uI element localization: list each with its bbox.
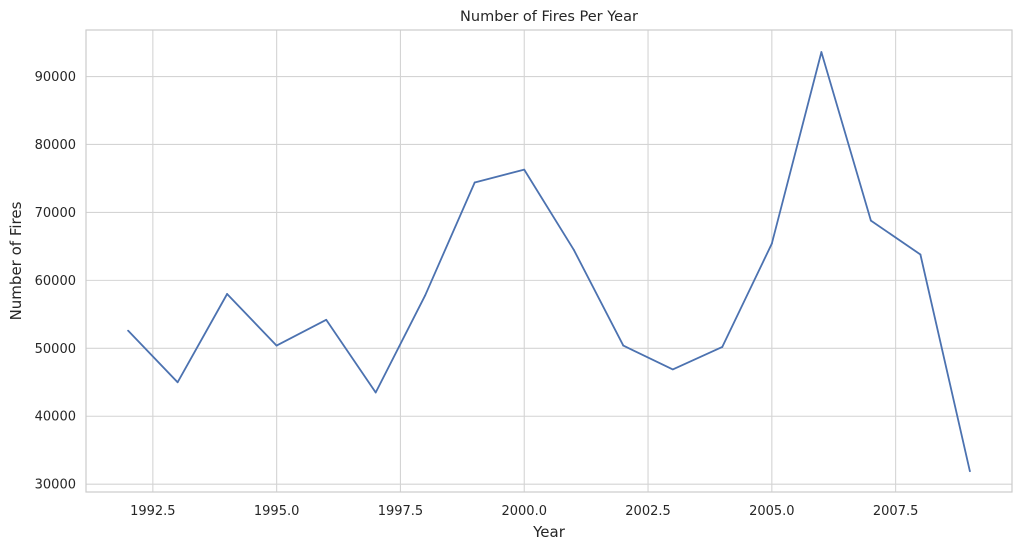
x-tick-label: 1992.5 (130, 504, 176, 519)
y-tick-label: 50000 (35, 342, 76, 357)
x-tick-label: 1997.5 (378, 504, 424, 519)
data-point (424, 294, 427, 297)
y-tick-label: 80000 (35, 138, 76, 153)
data-point (275, 344, 278, 347)
data-point (919, 253, 922, 256)
x-tick-label: 2007.5 (873, 504, 919, 519)
data-point (770, 242, 773, 245)
data-point (523, 168, 526, 171)
x-axis-label: Year (532, 523, 566, 541)
data-point (325, 318, 328, 321)
y-tick-label: 30000 (35, 478, 76, 493)
data-point (969, 470, 971, 473)
x-tick-labels: 1992.5 1995.0 1997.5 2000.0 2002.5 2005.0 2007… (130, 504, 918, 519)
x-tick-label: 1995.0 (254, 504, 300, 519)
series-line-fires (127, 51, 971, 472)
chart-title: Number of Fires Per Year (460, 9, 638, 25)
data-point (869, 219, 872, 222)
data-point (176, 381, 179, 384)
y-tick-label: 70000 (35, 206, 76, 221)
x-tick-label: 2005.0 (749, 504, 795, 519)
x-tick-label: 2002.5 (625, 504, 671, 519)
x-tick-label: 2000.0 (501, 504, 547, 519)
data-point (622, 344, 625, 347)
plot-frame (85, 29, 1013, 493)
data-point (226, 293, 229, 295)
data-point (671, 368, 674, 371)
data-point (820, 51, 823, 53)
data-point (127, 329, 129, 332)
data-point (572, 248, 575, 251)
y-axis-label: Number of Fires (7, 201, 25, 320)
data-point (721, 346, 724, 348)
grid-lines (86, 30, 1012, 492)
y-tick-labels: 30000 40000 50000 60000 70000 80000 90000 (35, 70, 76, 493)
data-point (473, 181, 476, 184)
data-points (127, 51, 971, 473)
data-point (374, 391, 377, 394)
y-tick-label: 90000 (35, 70, 76, 85)
y-tick-label: 60000 (35, 274, 76, 289)
y-tick-label: 40000 (35, 410, 76, 425)
